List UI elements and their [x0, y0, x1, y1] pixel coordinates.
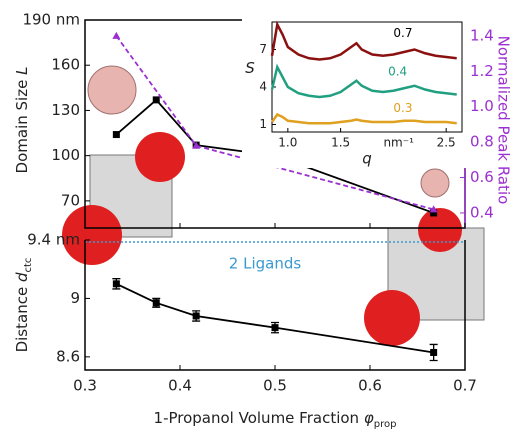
x-tick-label: 0.4 — [168, 377, 192, 395]
series-label: 0.4 — [388, 65, 407, 79]
x-tick-label: 1.0 — [278, 136, 297, 150]
x-tick-label: 2.5 — [437, 136, 456, 150]
y-tick-label: 160 — [51, 56, 80, 74]
series-label: 0.3 — [393, 101, 412, 115]
label-part: Domain Size — [13, 80, 31, 174]
x-unit-label: nm⁻¹ — [383, 136, 414, 150]
y-tick-label: 8.6 — [56, 347, 80, 365]
label-part: prop — [374, 419, 397, 430]
square-marker — [112, 280, 120, 288]
y2-axis-label: Normalized Peak Ratio — [495, 36, 513, 205]
y2-tick-label: 1.2 — [470, 62, 494, 80]
y-axis-label: Distance dctc — [13, 258, 34, 353]
triangle-marker — [429, 205, 438, 213]
x-tick-label: 1.5 — [331, 136, 350, 150]
y2-tick-label: 1.0 — [470, 97, 494, 115]
y-tick-label: 1 — [259, 117, 267, 131]
label-part: ctc — [23, 258, 34, 273]
x-tick-label: 0.6 — [358, 377, 382, 395]
square-marker — [430, 348, 438, 356]
square-marker — [192, 312, 200, 320]
series-line — [270, 112, 457, 125]
square-marker — [271, 324, 279, 332]
particle-illustration — [62, 65, 485, 346]
y2-tick-label: 1.4 — [470, 26, 494, 44]
reference-label: 2 Ligands — [229, 255, 302, 273]
x-tick-label: 0.7 — [453, 377, 477, 395]
x-axis-label: q — [362, 150, 372, 168]
y-tick-label: 4 — [259, 80, 267, 94]
label-part: 1-Propanol Volume Fraction — [154, 409, 360, 427]
y-tick-label: 9 — [70, 289, 80, 307]
y-tick-label: 190 nm — [22, 11, 80, 29]
square-marker — [152, 96, 160, 104]
series-label: 0.7 — [393, 26, 412, 40]
label-part: φ — [364, 409, 374, 427]
y-axis-label: S — [245, 59, 255, 77]
series-line — [270, 20, 457, 61]
y-tick-label: 7 — [259, 42, 267, 56]
label-part: d — [13, 272, 31, 282]
square-marker — [430, 209, 438, 217]
y-tick-label: 130 — [51, 101, 80, 119]
x-tick-label: 0.5 — [263, 377, 287, 395]
x-axis-label: 1-Propanol Volume Fraction φprop — [154, 409, 397, 430]
x-tick-label: 0.3 — [73, 377, 97, 395]
y2-tick-label: 0.6 — [470, 168, 494, 186]
y-tick-label: 70 — [61, 191, 80, 209]
inset-frame — [271, 21, 463, 133]
label-part: L — [13, 67, 31, 75]
y-tick-label: 100 — [51, 146, 80, 164]
label-part: Distance — [13, 287, 31, 353]
series-line — [270, 63, 457, 99]
y-tick-label: 9.4 nm — [27, 231, 80, 249]
y2-tick-label: 0.8 — [470, 133, 494, 151]
series-line — [115, 35, 434, 211]
square-marker — [152, 299, 160, 307]
square-marker — [112, 131, 120, 139]
triangle-marker — [112, 31, 121, 39]
triangle-marker — [192, 141, 201, 149]
y-axis-label: Domain Size L — [13, 67, 31, 174]
y2-tick-label: 0.4 — [470, 203, 494, 221]
